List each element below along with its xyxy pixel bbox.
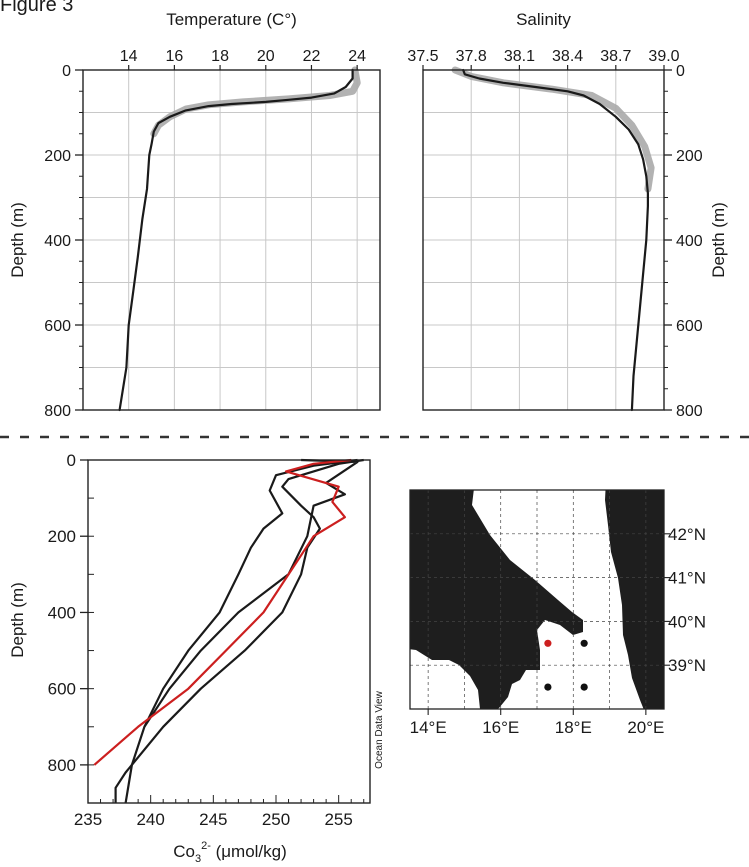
x-tick-label: 18 xyxy=(211,48,229,65)
x-tick-label: 235 xyxy=(74,810,102,829)
x-tick-label: 24 xyxy=(348,48,366,65)
lon-tick-label: 20°E xyxy=(627,718,664,737)
x-tick-label: 39.0 xyxy=(648,48,679,65)
y-axis-label: Depth (m) xyxy=(8,202,27,278)
y-tick-label: 200 xyxy=(48,527,76,546)
y-tick-label: 400 xyxy=(676,233,703,250)
x-tick-label: 16 xyxy=(165,48,183,65)
station-marker xyxy=(580,683,588,691)
carbonate-panel: 235 240 245 250 255 0 200 400 600 800 Depth (m) Co3… xyxy=(8,451,385,865)
station-marker xyxy=(544,639,552,647)
x-tick-label: 38.4 xyxy=(552,48,583,65)
x-tick-label: 250 xyxy=(262,810,290,829)
y-tick-label: 600 xyxy=(676,318,703,335)
y-tick-label: 800 xyxy=(676,403,703,420)
x-tick-label: 14 xyxy=(120,48,138,65)
series-line xyxy=(124,458,358,804)
x-tick-label: 37.5 xyxy=(407,48,438,65)
y-tick-label: 0 xyxy=(62,63,71,80)
y-tick-label: 400 xyxy=(48,603,76,622)
x-tick-label: 245 xyxy=(199,810,227,829)
x-tick-label: 20 xyxy=(257,48,275,65)
land-group xyxy=(410,490,664,709)
x-tick-label: 38.1 xyxy=(504,48,535,65)
series-line xyxy=(462,68,650,412)
series-line xyxy=(451,66,655,193)
chart-title: Salinity xyxy=(516,10,571,29)
lon-tick-label: 18°E xyxy=(555,718,592,737)
y-tick-label: 400 xyxy=(44,233,71,250)
lat-tick-label: 40°N xyxy=(668,612,706,631)
temperature-panel: 14 16 18 20 22 24 0 200 400 600 800 Temperature (C°… xyxy=(8,10,381,420)
lat-tick-label: 41°N xyxy=(668,569,706,588)
series-line xyxy=(114,458,364,803)
station-map: 14°E 16°E 18°E 20°E 42°N 41°N 40°N 39°N xyxy=(409,489,706,737)
station-marker xyxy=(544,683,552,691)
map-frame xyxy=(409,489,665,710)
chart-title: Temperature (C°) xyxy=(166,10,297,29)
y-tick-label: 0 xyxy=(67,451,76,470)
balkan-landmass xyxy=(605,490,664,709)
series-line xyxy=(93,458,352,766)
y-tick-label: 600 xyxy=(48,680,76,699)
lat-tick-label: 42°N xyxy=(668,525,706,544)
station-marker xyxy=(580,639,588,647)
y-tick-label: 200 xyxy=(44,148,71,165)
watermark-label: Ocean Data View xyxy=(374,690,385,768)
figure-label: Figure 3 xyxy=(0,0,74,16)
lon-tick-label: 14°E xyxy=(410,718,447,737)
x-tick-label: 22 xyxy=(303,48,321,65)
series-line xyxy=(118,68,354,412)
x-axis-label: Co32- (μmol/kg) xyxy=(173,840,287,865)
y-tick-label: 0 xyxy=(676,63,685,80)
lat-tick-label: 39°N xyxy=(668,656,706,675)
italy-landmass xyxy=(410,490,583,709)
y-tick-label: 600 xyxy=(44,318,71,335)
x-tick-label: 240 xyxy=(136,810,164,829)
series-line xyxy=(143,458,359,728)
y-axis-label: Depth (m) xyxy=(709,202,728,278)
plot-frame xyxy=(87,459,371,804)
x-tick-label: 37.8 xyxy=(456,48,487,65)
y-tick-label: 200 xyxy=(676,148,703,165)
x-tick-label: 255 xyxy=(324,810,352,829)
y-tick-label: 800 xyxy=(44,403,71,420)
x-tick-label: 38.7 xyxy=(600,48,631,65)
y-axis-label: Depth (m) xyxy=(8,582,27,658)
salinity-panel: 37.5 37.8 38.1 38.4 38.7 39.00 200 400 600 800 Sal… xyxy=(407,10,728,420)
lon-tick-label: 16°E xyxy=(482,718,519,737)
y-tick-label: 800 xyxy=(48,756,76,775)
